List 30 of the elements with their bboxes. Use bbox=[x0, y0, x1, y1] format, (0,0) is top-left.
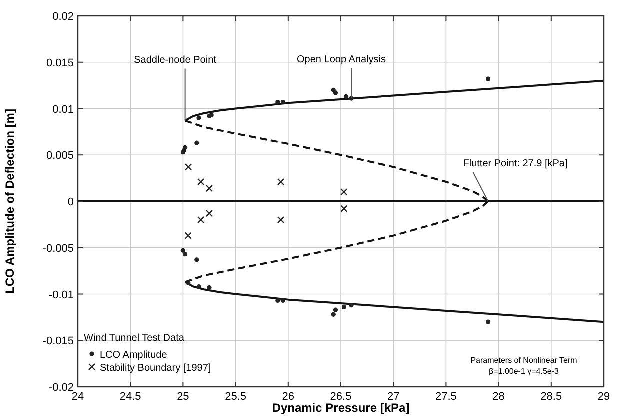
y-tick-label: 0.015 bbox=[46, 57, 74, 70]
x-tick-label: 29 bbox=[598, 391, 610, 403]
y-tick-label: 0.02 bbox=[52, 11, 74, 23]
annotation: Parameters of Nonlinear Term bbox=[470, 356, 578, 365]
annotation: β=1.00e-1 γ=4.5e-3 bbox=[489, 367, 560, 376]
x-tick-label: 27 bbox=[387, 391, 400, 403]
x-tick-label: 25 bbox=[177, 391, 190, 403]
x-tick-label: 26 bbox=[282, 391, 295, 403]
y-tick-label: 0.01 bbox=[52, 104, 74, 116]
legend-title: Wind Tunnel Test Data bbox=[84, 333, 185, 344]
legend-label: Stability Boundary [1997] bbox=[100, 363, 212, 374]
y-tick-label: -0.005 bbox=[42, 242, 74, 255]
annotation: Flutter Point: 27.9 [kPa] bbox=[463, 158, 568, 170]
x-tick-label: 28 bbox=[492, 391, 505, 403]
x-tick-label: 24.5 bbox=[120, 391, 142, 403]
y-tick-label: -0.01 bbox=[48, 289, 74, 302]
annotation: Open Loop Analysis bbox=[297, 54, 386, 66]
x-tick-label: 27.5 bbox=[435, 391, 457, 403]
legend-label: LCO Amplitude bbox=[100, 350, 168, 361]
x-tick-label: 25.5 bbox=[225, 391, 247, 403]
x-axis-title: Dynamic Pressure [kPa] bbox=[272, 401, 410, 415]
x-tick-label: 24 bbox=[72, 391, 84, 403]
y-tick-label: 0.005 bbox=[46, 150, 74, 162]
annotation: Saddle-node Point bbox=[134, 54, 217, 66]
y-tick-label: -0.02 bbox=[48, 382, 74, 394]
y-axis-title: LCO Amplitude of Deflection [m] bbox=[3, 109, 17, 294]
x-tick-label: 26.5 bbox=[330, 391, 352, 403]
y-tick-label: 0 bbox=[68, 196, 74, 208]
y-tick-label: -0.015 bbox=[42, 336, 74, 348]
x-tick-label: 28.5 bbox=[540, 391, 562, 403]
